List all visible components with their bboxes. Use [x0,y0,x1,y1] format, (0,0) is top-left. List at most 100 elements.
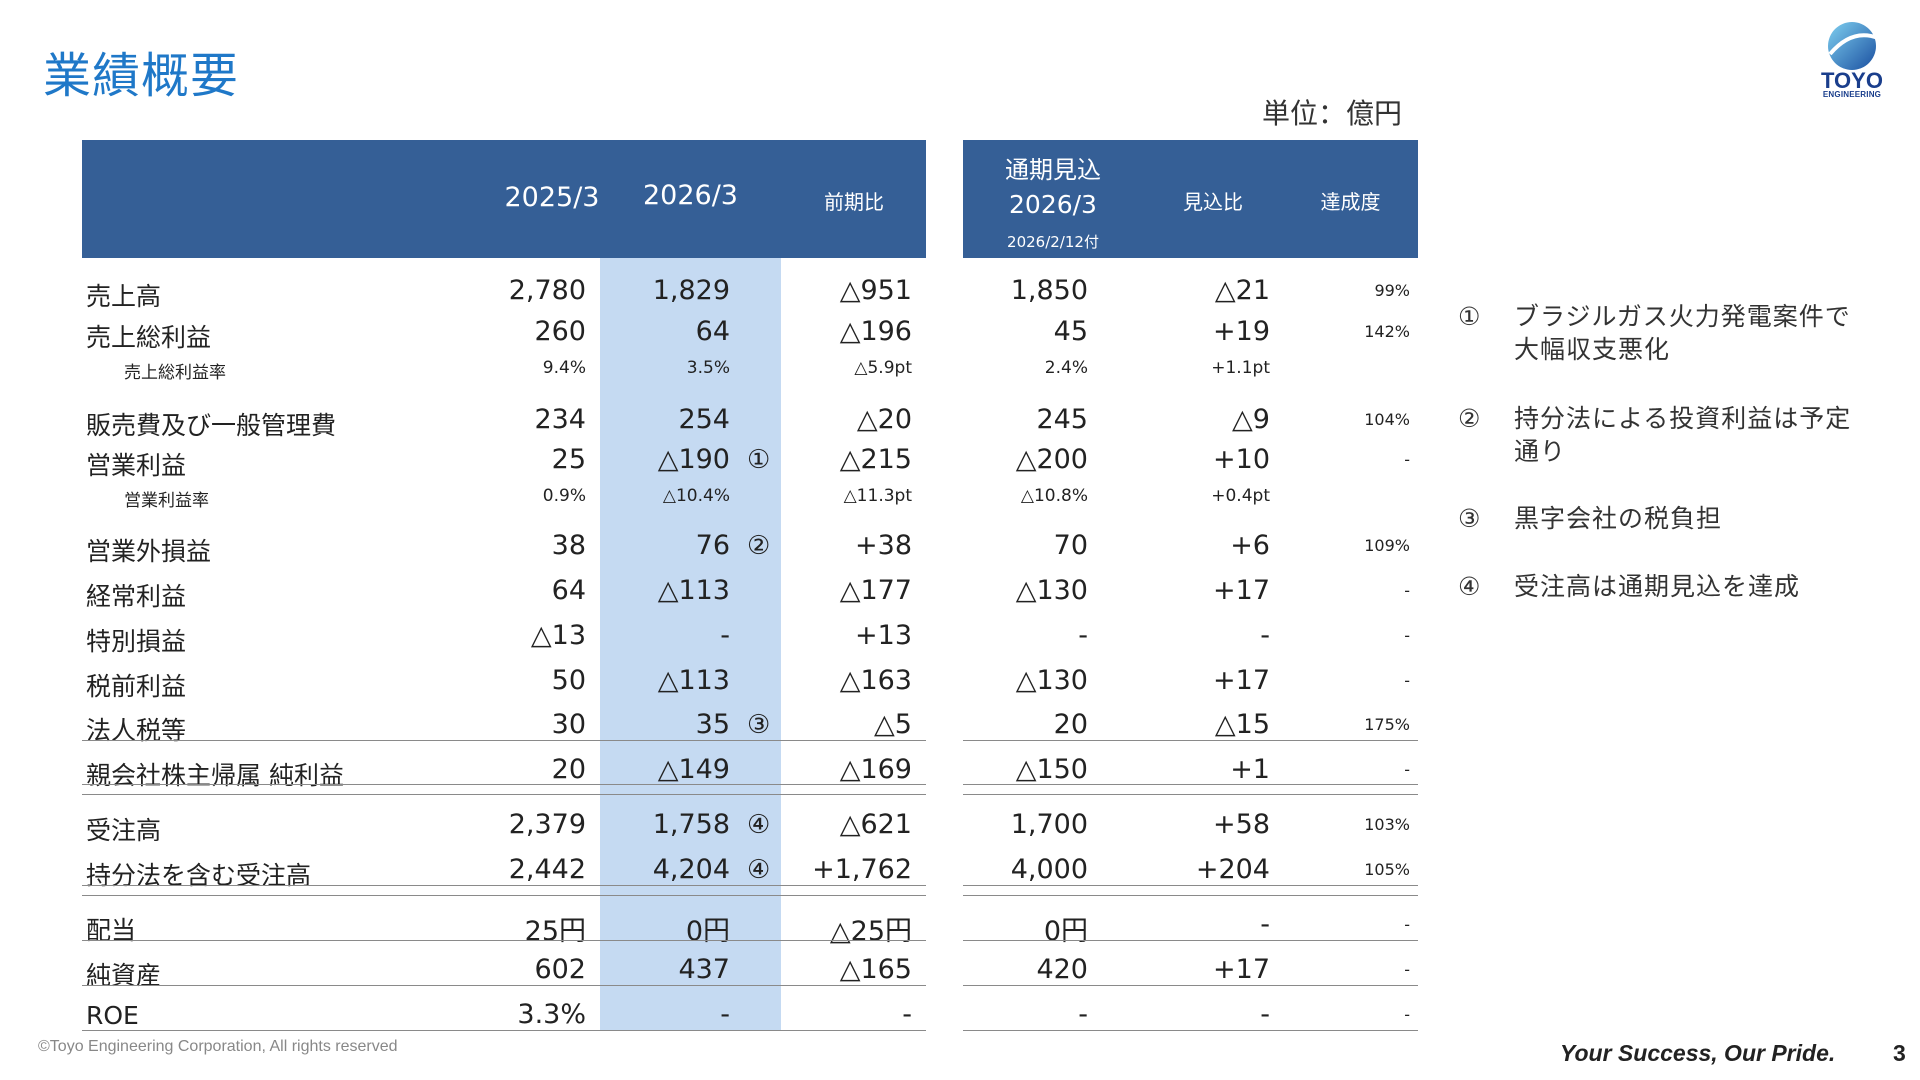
row-label: 営業利益 [86,451,187,480]
header-forecast-line1: 通期見込 [1005,156,1101,184]
cell-yoy: △25円 [829,916,912,947]
row-label: 特別損益 [86,627,187,656]
cell-vs-forecast: +204 [1195,854,1270,885]
current-year-highlight [600,258,781,1030]
cell-vs-forecast: - [1260,620,1270,651]
row-label: 売上高 [86,282,162,311]
row-label: 純資産 [86,961,162,990]
cell-2025: 234 [534,404,586,435]
table-header-forecast: 通期見込 2026/3 2026/2/12付 見込比 達成度 [963,140,1418,258]
cell-achievement: 175% [1364,715,1410,734]
cell-2025: 602 [534,954,586,985]
cell-forecast: 245 [1036,404,1088,435]
cell-achievement: - [1404,960,1410,979]
cell-2025: 38 [551,530,586,561]
cell-achievement: 104% [1364,410,1410,429]
cell-achievement: 99% [1374,281,1410,300]
cell-2025: 3.3% [517,999,586,1030]
header-achievement: 達成度 [1320,190,1381,214]
cell-achievement: - [1404,581,1410,600]
divider-line [963,885,1418,886]
row-label: 販売費及び一般管理費 [86,411,337,440]
row-label: 売上総利益率 [124,363,226,383]
cell-2026: 1,829 [652,275,730,306]
row-label: 営業利益率 [124,491,209,511]
cell-vs-forecast: △21 [1214,275,1270,306]
cell-vs-forecast: - [1260,999,1270,1030]
cell-2025: 260 [534,316,586,347]
cell-achievement: - [1404,626,1410,645]
row-label: 営業外損益 [86,537,212,566]
header-2026: 2026/3 [643,180,738,211]
cell-2025: 2,442 [508,854,586,885]
cell-2025: 0.9% [542,486,586,506]
cell-forecast: 45 [1053,316,1088,347]
note-text: 持分法による投資利益は予定通り [1514,404,1852,466]
cell-2026: 437 [678,954,730,985]
cell-yoy: +38 [855,530,912,561]
row-label: ROE [86,1001,139,1030]
cell-yoy: △5 [874,709,912,740]
note-number: ② [1458,404,1481,433]
cell-forecast: 0円 [1043,916,1088,947]
header-yoy: 前期比 [824,190,884,214]
cell-yoy: △20 [856,404,912,435]
cell-forecast: 1,850 [1010,275,1088,306]
cell-vs-forecast: +10 [1213,444,1270,475]
cell-vs-forecast: - [1260,909,1270,940]
cell-forecast: △130 [1015,575,1088,606]
divider-line [963,784,1418,785]
cell-vs-forecast: +19 [1213,316,1270,347]
cell-forecast: - [1078,620,1088,651]
note-text: ブラジルガス火力発電案件で大幅収支悪化 [1514,302,1851,364]
cell-vs-forecast: +17 [1213,954,1270,985]
cell-forecast: 4,000 [1010,854,1088,885]
row-label: 配当 [86,916,137,945]
divider-line [963,740,1418,741]
cell-forecast: △130 [1015,665,1088,696]
cell-yoy: △5.9pt [854,358,912,378]
cell-yoy: +1,762 [812,854,912,885]
cell-2026: △190 [657,444,730,475]
logo-name: TOYO [1821,68,1883,93]
cell-2026: 1,758 [652,809,730,840]
cell-forecast: △150 [1015,754,1088,785]
cell-2026: - [720,620,730,651]
cell-achievement: - [1404,760,1410,779]
divider-line [82,794,926,795]
divider-line [963,940,1418,941]
cell-achievement: 103% [1364,815,1410,834]
cell-2025: 9.4% [542,358,586,378]
cell-forecast: 2.4% [1044,358,1088,378]
cell-2026: △113 [657,665,730,696]
cell-yoy: △951 [839,275,912,306]
row-label: 受注高 [86,816,162,845]
cell-2026: △113 [657,575,730,606]
cell-2026: △149 [657,754,730,785]
cell-achievement: 109% [1364,536,1410,555]
note-number: ③ [1458,504,1481,533]
cell-forecast: 1,700 [1010,809,1088,840]
page-number: 3 [1893,1040,1906,1066]
divider-line [82,740,926,741]
cell-forecast: 70 [1053,530,1088,561]
cell-2026: 254 [678,404,730,435]
footnote-marker: ④ [747,855,771,885]
cell-yoy: +13 [855,620,912,651]
cell-2025: 25円 [524,916,586,947]
divider-line [82,940,926,941]
cell-yoy: - [902,999,912,1030]
divider-line [963,794,1418,795]
cell-yoy: △215 [839,444,912,475]
cell-achievement: - [1404,450,1410,469]
cell-vs-forecast: +58 [1213,809,1270,840]
cell-2026: 64 [695,316,730,347]
tagline: Your Success, Our Pride. [1560,1040,1836,1066]
footnote-marker: ③ [747,710,771,740]
cell-vs-forecast: +0.4pt [1211,486,1270,506]
divider-line [82,985,926,986]
cell-2025: 50 [551,665,586,696]
cell-2026: 35 [695,709,730,740]
cell-vs-forecast: +1.1pt [1211,358,1270,378]
header-forecast-line2: 2026/3 [1009,190,1097,219]
